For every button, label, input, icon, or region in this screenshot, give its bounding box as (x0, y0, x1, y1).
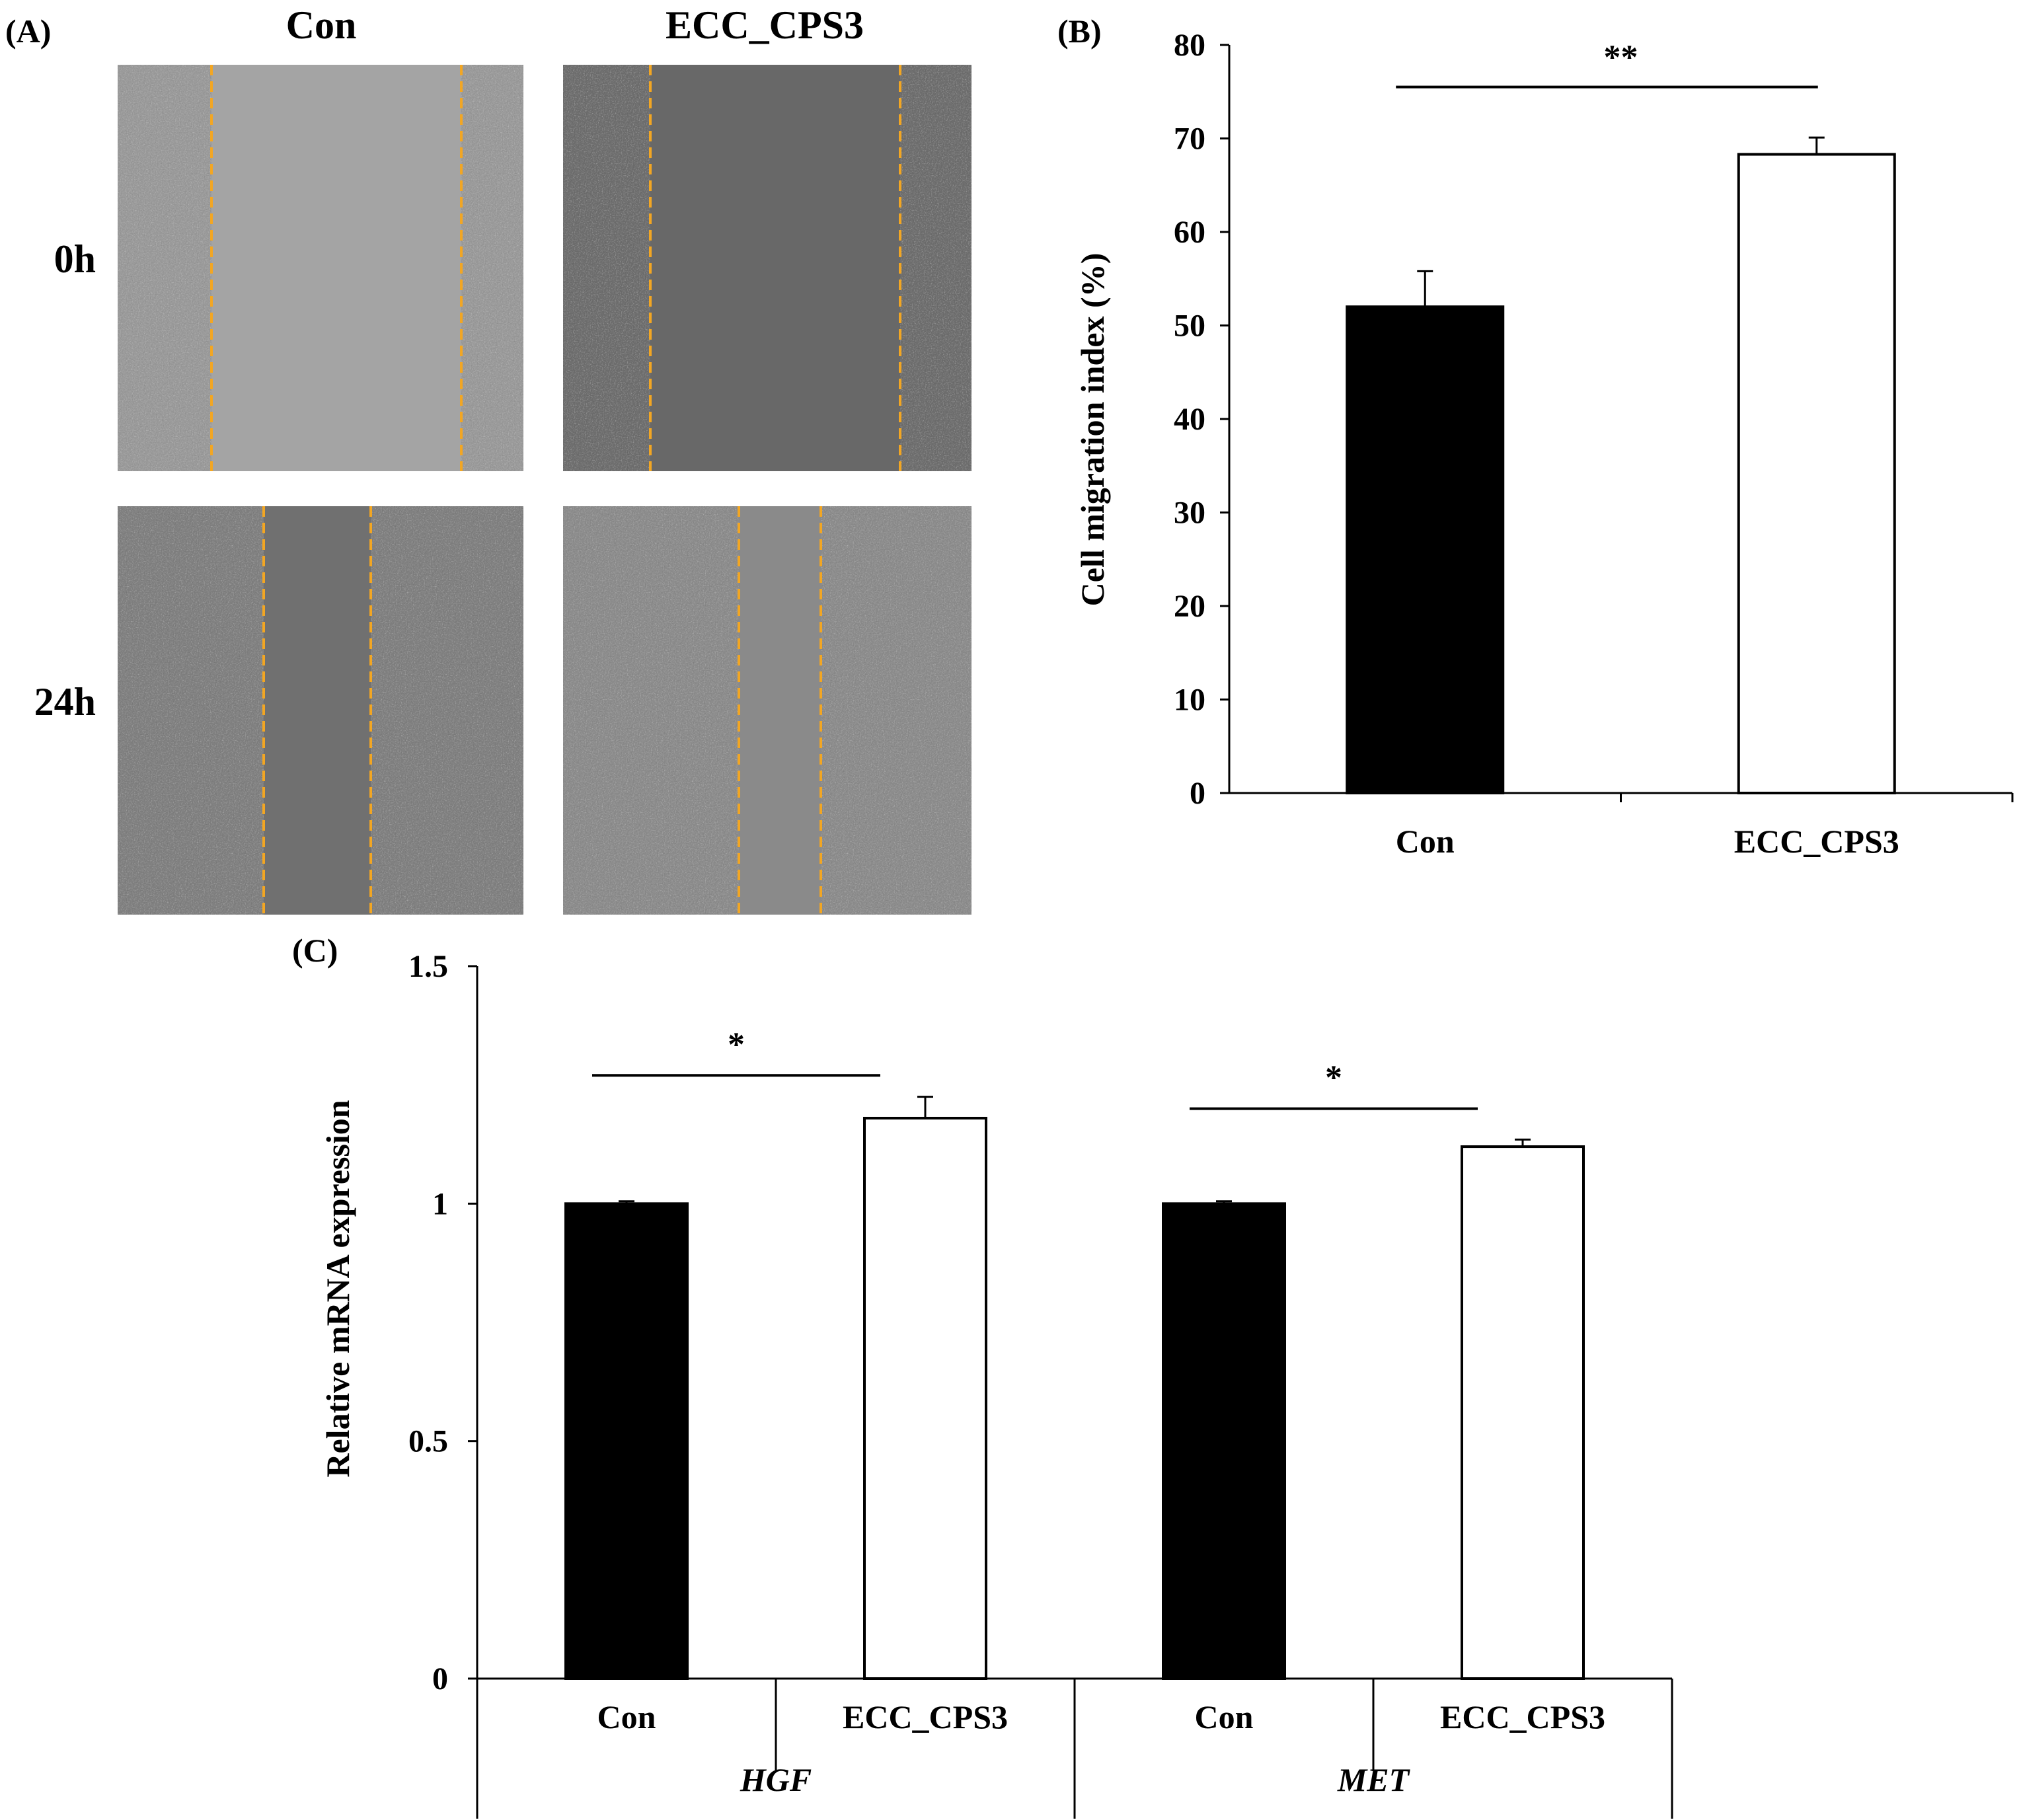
panel-c: (C) Relative mRNA expression 0 0.5 1 1.5 Con… (292, 932, 1673, 1819)
y-tick-label: 30 (1174, 496, 1205, 531)
y-tick-label: 70 (1174, 122, 1205, 157)
x-tick-label: Con (1396, 823, 1455, 860)
x-tick-label: ECC_CPS3 (1440, 1698, 1605, 1735)
micrograph-0h-ecc (563, 65, 971, 471)
y-tick-label: 0 (1190, 776, 1205, 811)
x-tick-label: Con (597, 1698, 656, 1735)
row-label-24h: 24h (34, 680, 96, 724)
significance-marker: ** (1604, 39, 1638, 77)
micrograph-0h-ecc-gap (650, 65, 900, 471)
bar-ecc-cps3 (1461, 1145, 1585, 1681)
panel-b-y-axis-title: Cell migration index (%) (1074, 253, 1111, 607)
y-tick-label: 20 (1174, 589, 1205, 624)
row-label-0h: 0h (54, 237, 96, 281)
panel-c-y-axis-title: Relative mRNA expression (319, 1100, 356, 1477)
y-tick-label: 0.5 (408, 1424, 448, 1459)
x-tick-label: ECC_CPS3 (1734, 823, 1899, 860)
bar-con (564, 1202, 689, 1681)
panel-a: (A) Con ECC_CPS3 0h 24h (5, 3, 971, 915)
x-tick-label: ECC_CPS3 (843, 1698, 1008, 1735)
micrograph-24h-con (118, 506, 523, 915)
x-tick-label: Con (1195, 1698, 1254, 1735)
panel-b-label: (B) (1057, 13, 1102, 50)
panel-a-label: (A) (5, 13, 51, 50)
y-tick-label: 10 (1174, 683, 1205, 718)
y-tick-label: 50 (1174, 309, 1205, 344)
micrograph-24h-ecc-gap (739, 506, 821, 915)
y-tick-label: 1 (432, 1186, 448, 1221)
chart-c-plot: 0 0.5 1 1.5 Con ECC_CPS3 Con ECC_CPS3 HGF MET * * (408, 949, 1673, 1819)
bar-con (1162, 1202, 1286, 1681)
col-label-con: Con (286, 3, 357, 47)
chart-b-plot: 0 10 20 30 40 50 60 70 80 Con ECC_CPS3 ** (1174, 28, 2014, 860)
bar-con (1346, 305, 1505, 794)
panel-b: (B) Cell migration index (%) 0 10 20 30 40 50… (1057, 13, 2014, 860)
y-tick-label: 0 (432, 1661, 448, 1696)
panel-c-label: (C) (292, 932, 338, 969)
y-tick-label: 40 (1174, 402, 1205, 437)
bar-ecc-cps3 (863, 1116, 987, 1681)
micrograph-24h-con-gap (264, 506, 371, 915)
micrograph-0h-con-gap (211, 65, 461, 471)
col-label-ecc: ECC_CPS3 (666, 3, 864, 47)
group-label-met: MET (1337, 1761, 1411, 1798)
significance-marker: * (728, 1026, 745, 1063)
micrograph-0h-con (118, 65, 523, 471)
significance-marker: * (1325, 1059, 1342, 1097)
y-tick-label: 1.5 (408, 949, 448, 984)
bar-ecc-cps3 (1737, 153, 1896, 794)
y-tick-label: 60 (1174, 215, 1205, 250)
micrograph-24h-ecc (563, 506, 971, 915)
y-tick-label: 80 (1174, 28, 1205, 63)
group-label-hgf: HGF (740, 1761, 812, 1798)
